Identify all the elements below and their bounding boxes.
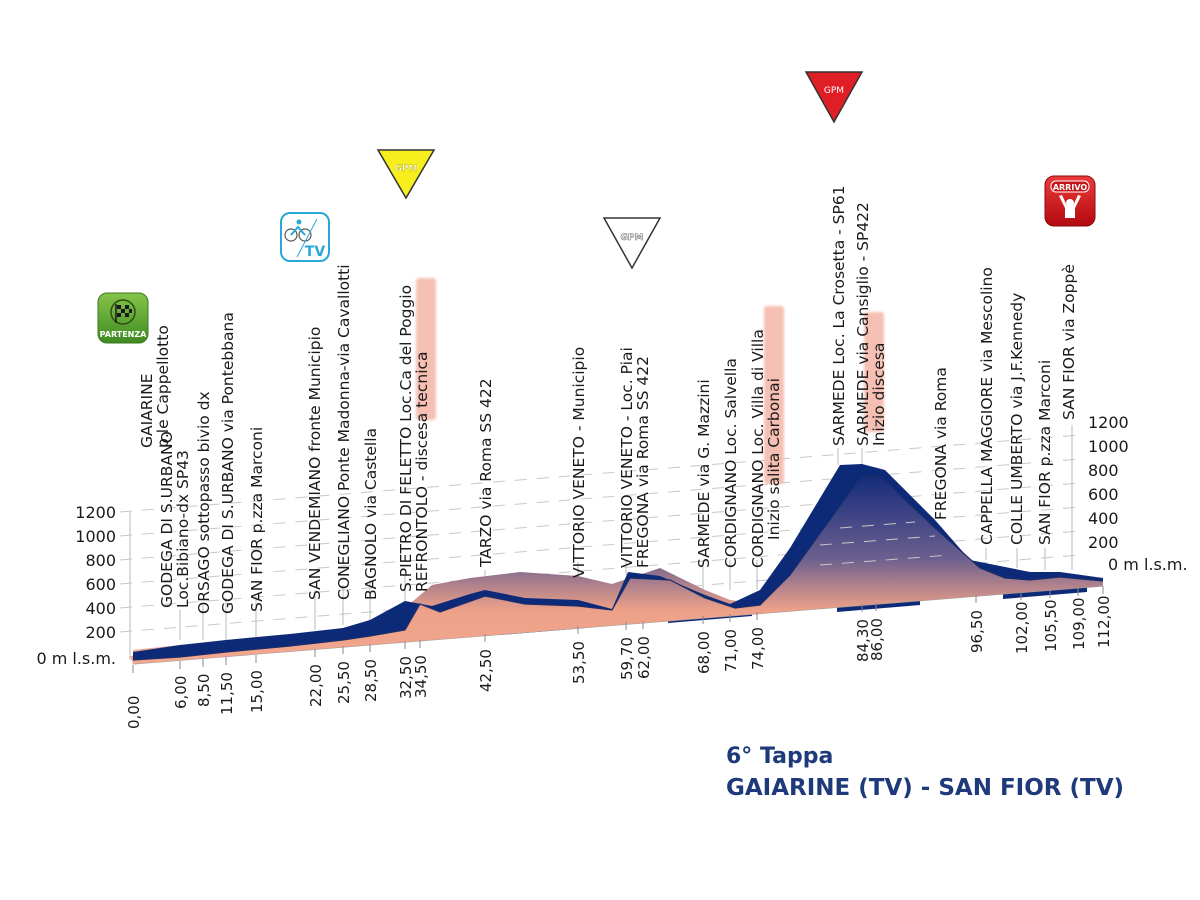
gpm-white-label: GPM: [621, 233, 644, 243]
km-tick: 53,50: [570, 641, 588, 684]
waypoint-label: SARMEDE via Cansiglio - SP422: [854, 202, 872, 446]
right-elevation-axis: 1200 1000 800 600 400 200 0 m l.s.m.: [1071, 413, 1188, 574]
finish-icon: ARRIVO: [1044, 175, 1096, 227]
waypoint-label: FREGONA via Roma SS 422: [634, 356, 652, 568]
waypoint-label: SARMEDE Loc. La Crosetta - SP61: [830, 185, 848, 446]
waypoint-label: SARMEDE via G. Mazzini: [695, 379, 713, 568]
gpm-red-label: GPM: [824, 86, 844, 96]
right-tick-400: 400: [1088, 509, 1119, 528]
start-icon-label: PARTENZA: [100, 330, 148, 339]
waypoint-label: CORDIGNANO Loc. Villa di Villa: [749, 329, 767, 568]
waypoint-label: GAIARINE: [138, 373, 156, 448]
left-tick-800: 800: [85, 551, 116, 570]
right-zero-label: 0 m l.s.m.: [1108, 555, 1188, 574]
km-tick: 32,50: [397, 656, 415, 699]
waypoint-label: BAGNOLO via Castella: [362, 428, 380, 600]
highlight-discesa-tecnica: [416, 278, 436, 420]
left-zero-label: 0 m l.s.m.: [36, 649, 116, 668]
waypoint-label: p.le Cappellotto: [154, 325, 172, 448]
right-tick-1200: 1200: [1088, 413, 1129, 432]
km-tick: 22,00: [307, 664, 325, 707]
left-tick-200: 200: [85, 623, 116, 642]
waypoint-label: SAN FIOR p.zza Marconi: [1036, 360, 1054, 545]
waypoint-label: GODEGA DI S.URBANO: [158, 431, 176, 608]
km-tick: 105,50: [1042, 600, 1060, 653]
km-tick: 15,00: [248, 670, 266, 713]
km-tick: 109,00: [1070, 598, 1088, 651]
right-tick-1000: 1000: [1088, 437, 1129, 456]
finish-icon-label: ARRIVO: [1053, 183, 1088, 192]
waypoint-highlight: Inizio salita Carbonai: [765, 378, 783, 540]
stage-route-title: GAIARINE (TV) - SAN FIOR (TV): [726, 775, 1125, 801]
km-tick: 71,00: [722, 629, 740, 672]
waypoint-labels: GAIARINE p.le Cappellotto GODEGA DI S.UR…: [138, 185, 1078, 614]
waypoint-label: TARZO via Roma SS 422: [477, 378, 495, 568]
km-tick: 34,50: [412, 655, 430, 698]
left-tick-1200: 1200: [75, 503, 116, 522]
waypoint-highlight: discesa tecnica: [413, 351, 431, 470]
svg-text:REFRONTOLO - discesa tecnica: REFRONTOLO - discesa tecnica: [413, 351, 431, 592]
waypoint-label: VITTORIO VENETO - Municipio: [570, 347, 588, 578]
left-tick-1000: 1000: [75, 527, 116, 546]
gpm-white-icon: GPM: [602, 217, 662, 270]
tv-icon-label: TV: [305, 244, 326, 260]
tv-icon: TV: [280, 212, 330, 262]
waypoint-label: FREGONA via Roma: [932, 367, 950, 520]
km-tick: 11,50: [218, 672, 236, 715]
right-tick-600: 600: [1088, 485, 1119, 504]
profile-inner-grid: [819, 521, 951, 566]
profile-ridge-line: [132, 475, 1104, 661]
right-tick-800: 800: [1088, 461, 1119, 480]
km-tick: 6,00: [172, 676, 190, 709]
waypoint-label: REFRONTOLO -: [413, 471, 431, 592]
km-tick: 74,00: [749, 627, 767, 670]
waypoint-label: S.PIETRO DI FELETTO Loc.Ca del Poggio: [397, 285, 415, 592]
waypoint-label: SAN VENDEMIANO fronte Municipio: [306, 327, 324, 600]
gpm-yellow-label: GPM: [395, 164, 418, 174]
waypoint-label: VITTORIO VENETO - Loc. Piai: [618, 347, 636, 568]
km-tick: 86,00: [868, 618, 886, 661]
waypoint-label: CONEGLIANO Ponte Madonna-via Cavallotti: [335, 264, 353, 600]
km-tick: 102,00: [1013, 602, 1031, 655]
km-tick: 28,50: [362, 659, 380, 702]
km-tick: 62,00: [635, 636, 653, 679]
waypoint-label: GODEGA DI S.URBANO via Pontebbana: [219, 312, 237, 614]
waypoint-label: Loc.Bibiano-dx SP43: [174, 450, 192, 608]
left-elevation-axis: 1200 1000 800 600 400 200 0 m l.s.m.: [36, 434, 1081, 668]
km-axis: 0,00 6,00 8,50 11,50 15,00 22,00 25,50 2…: [125, 586, 1113, 729]
highlight-salita-carbonai: [764, 306, 784, 484]
km-tick: 84,30: [854, 619, 872, 662]
km-tick: 25,50: [335, 661, 353, 704]
left-tick-400: 400: [85, 599, 116, 618]
km-tick: 96,50: [968, 610, 986, 653]
waypoint-highlight: Inizio discesa: [870, 343, 888, 446]
right-tick-200: 200: [1088, 533, 1119, 552]
waypoint-label: CAPPELLA MAGGIORE via Mescolino: [978, 267, 996, 545]
km-tick: 8,50: [195, 674, 213, 707]
profile-area: [133, 472, 1103, 664]
km-tick: 68,00: [695, 631, 713, 674]
highlight-inizio-discesa: [864, 312, 884, 432]
left-tick-600: 600: [85, 575, 116, 594]
profile-top-ribbon: [133, 464, 1103, 660]
waypoint-label: ORSAGO sottopasso bivio dx: [195, 391, 213, 614]
stage-number-title: 6° Tappa: [726, 744, 834, 769]
waypoint-label: COLLE UMBERTO via J.F.Kennedy: [1008, 293, 1026, 545]
waypoint-label: SAN FIOR via Zoppè: [1060, 264, 1078, 420]
start-icon: PARTENZA: [97, 292, 149, 344]
gpm-red-icon: GPM: [804, 71, 864, 124]
waypoint-label: CORDIGNANO Loc. Salvella: [722, 358, 740, 568]
km-tick: 112,00: [1095, 596, 1113, 649]
gpm-yellow-icon: GPM: [376, 149, 436, 200]
km-tick: 59,70: [618, 637, 636, 680]
km-tick: 42,50: [477, 649, 495, 692]
km-tick: 0,00: [125, 696, 143, 729]
waypoint-label: SAN FIOR p.zza Marconi: [248, 427, 266, 612]
